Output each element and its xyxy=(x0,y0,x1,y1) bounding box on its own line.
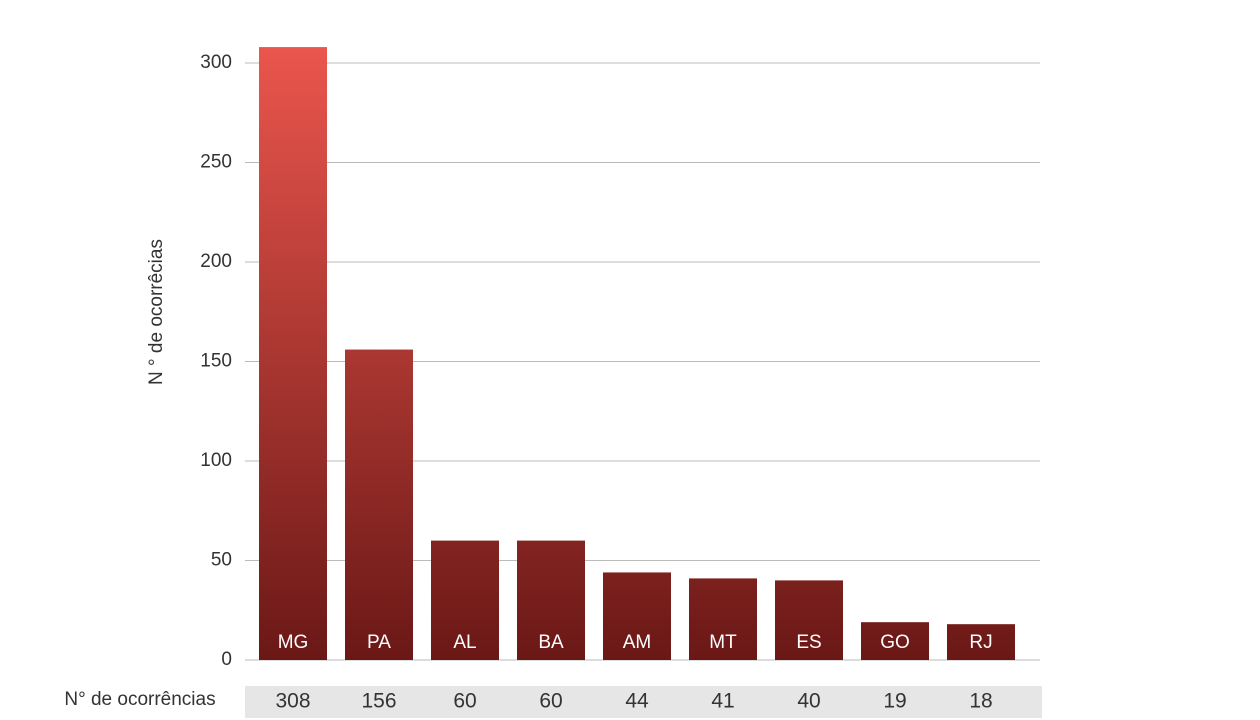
table-value: 18 xyxy=(969,690,992,713)
bar xyxy=(689,578,757,660)
y-tick-label: 300 xyxy=(200,52,232,73)
y-tick-label: 150 xyxy=(200,351,232,372)
y-tick-label: 50 xyxy=(211,550,232,571)
table-value: 308 xyxy=(275,690,310,713)
category-label: ES xyxy=(796,632,821,653)
category-label: AM xyxy=(623,632,652,653)
category-label: AL xyxy=(453,632,476,653)
y-tick-label: 100 xyxy=(200,450,232,471)
table-value: 44 xyxy=(625,690,649,713)
bar xyxy=(345,349,413,660)
bar xyxy=(775,580,843,660)
y-tick-label: 200 xyxy=(200,251,232,272)
table-value: 19 xyxy=(883,690,906,713)
table-row-background xyxy=(245,686,1042,718)
category-label: MG xyxy=(278,632,309,653)
y-tick-label: 0 xyxy=(221,649,232,670)
table-value: 41 xyxy=(711,690,734,713)
category-label: GO xyxy=(880,632,910,653)
bar xyxy=(861,622,929,660)
y-tick-label: 250 xyxy=(200,152,232,173)
table-value: 40 xyxy=(797,690,820,713)
bar xyxy=(259,47,327,660)
bar xyxy=(517,540,585,660)
bar xyxy=(431,540,499,660)
category-label: RJ xyxy=(969,632,992,653)
table-value: 156 xyxy=(361,690,396,713)
table-value: 60 xyxy=(453,690,476,713)
y-axis-label: N ° de ocorrêcias xyxy=(146,239,167,385)
category-label: PA xyxy=(367,632,391,653)
bar xyxy=(603,572,671,660)
bar xyxy=(947,624,1015,660)
category-label: BA xyxy=(538,632,564,653)
table-label: N° de ocorrências xyxy=(64,689,215,710)
table-value: 60 xyxy=(539,690,562,713)
category-label: MT xyxy=(709,632,737,653)
